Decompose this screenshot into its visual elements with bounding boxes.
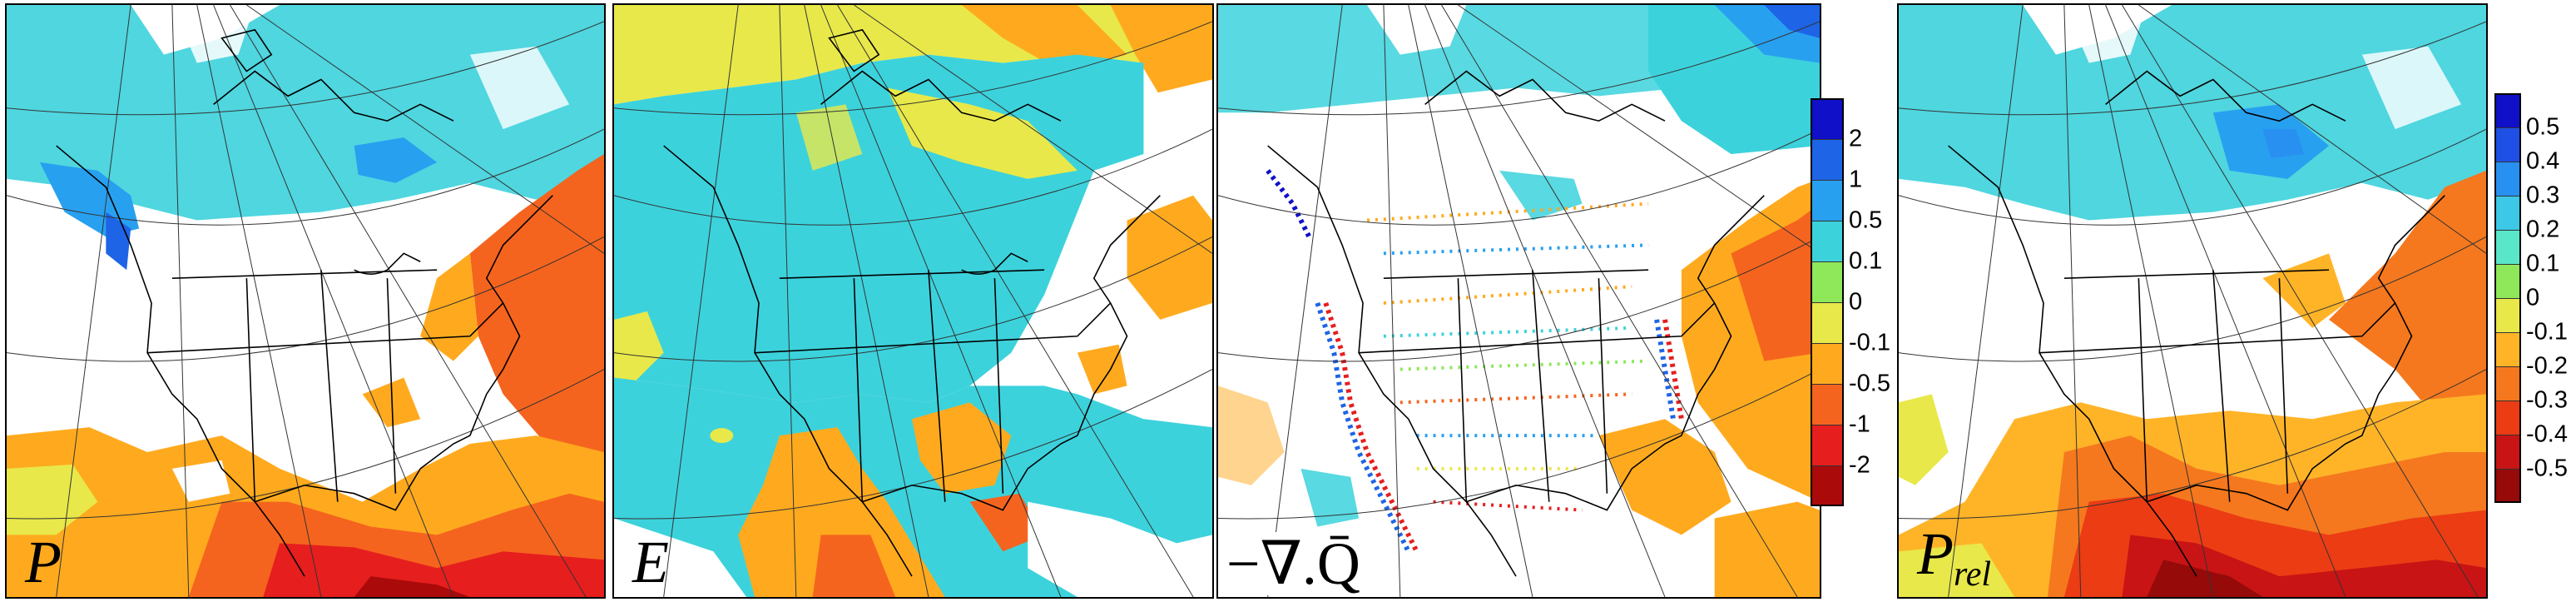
colorbar-tick-label: 0.4 xyxy=(2526,147,2560,175)
map-panel-precipitation: P xyxy=(5,3,606,599)
colorbar-relative xyxy=(2494,93,2521,503)
colorbar-tick-label: 0.1 xyxy=(1849,247,1883,275)
colorbar-tick-label: 1 xyxy=(1849,166,1863,193)
panel-label-divq: −∇.Q̄ xyxy=(1220,532,1370,595)
colorbar-swatch xyxy=(1811,425,1844,465)
colorbar-tick-label: 0.1 xyxy=(2526,250,2560,277)
colorbar-tick-label: 2 xyxy=(1849,125,1863,152)
panel-label-e: E xyxy=(632,529,669,595)
colorbar-tick-label: 0 xyxy=(1849,288,1863,316)
colorbar-swatch xyxy=(2494,196,2521,230)
colorbar-swatch xyxy=(2494,332,2521,366)
colorbar-swatch xyxy=(2494,162,2521,196)
map-panel-evaporation: E xyxy=(612,3,1214,599)
evaporation-anomaly-map xyxy=(614,5,1212,597)
moisture-convergence-anomaly-map xyxy=(1218,5,1820,597)
map-panel-moisture-convergence: −∇.Q̄ xyxy=(1216,3,1821,599)
colorbar-tick-label: -0.5 xyxy=(2526,455,2568,482)
colorbar-tick-label: -0.2 xyxy=(2526,352,2568,380)
colorbar-tick-label: 0.2 xyxy=(2526,216,2560,243)
colorbar-swatch xyxy=(2494,93,2521,127)
colorbar-swatch xyxy=(2494,264,2521,298)
colorbar-swatch xyxy=(2494,469,2521,503)
colorbar-swatch xyxy=(1811,343,1844,384)
colorbar-tick-label: -0.3 xyxy=(2526,386,2568,414)
colorbar-swatch xyxy=(1811,139,1844,180)
colorbar-swatch xyxy=(2494,366,2521,401)
colorbar-absolute xyxy=(1811,98,1844,506)
map-panel-relative-precipitation: Prel xyxy=(1897,3,2488,599)
panel-label-prel: Prel xyxy=(1917,520,1992,594)
colorbar-tick-label: -0.1 xyxy=(1849,329,1890,356)
colorbar-tick-label: -0.5 xyxy=(1849,370,1890,397)
colorbar-swatch xyxy=(2494,435,2521,469)
colorbar-tick-label: -0.4 xyxy=(2526,420,2568,448)
colorbar-tick-label: -0.1 xyxy=(2526,318,2568,346)
colorbar-swatch xyxy=(1811,465,1844,506)
colorbar-tick-label: 0.5 xyxy=(2526,113,2560,141)
colorbar-tick-label: -2 xyxy=(1849,451,1870,479)
relative-precipitation-anomaly-map xyxy=(1899,5,2486,597)
colorbar-swatch xyxy=(2494,230,2521,264)
colorbar-tick-label: 0.3 xyxy=(2526,182,2560,209)
colorbar-tick-label: 0.5 xyxy=(1849,206,1883,234)
colorbar-swatch xyxy=(2494,401,2521,435)
colorbar-swatch xyxy=(1811,261,1844,302)
colorbar-swatch xyxy=(1811,302,1844,343)
colorbar-swatch xyxy=(2494,127,2521,162)
colorbar-swatch xyxy=(1811,221,1844,261)
colorbar-swatch xyxy=(2494,298,2521,332)
precipitation-anomaly-map xyxy=(7,5,604,597)
colorbar-tick-label: 0 xyxy=(2526,284,2540,311)
colorbar-swatch xyxy=(1811,98,1844,139)
colorbar-swatch xyxy=(1811,384,1844,425)
panel-label-p: P xyxy=(25,529,62,595)
colorbar-swatch xyxy=(1811,180,1844,221)
colorbar-tick-label: -1 xyxy=(1849,410,1870,438)
